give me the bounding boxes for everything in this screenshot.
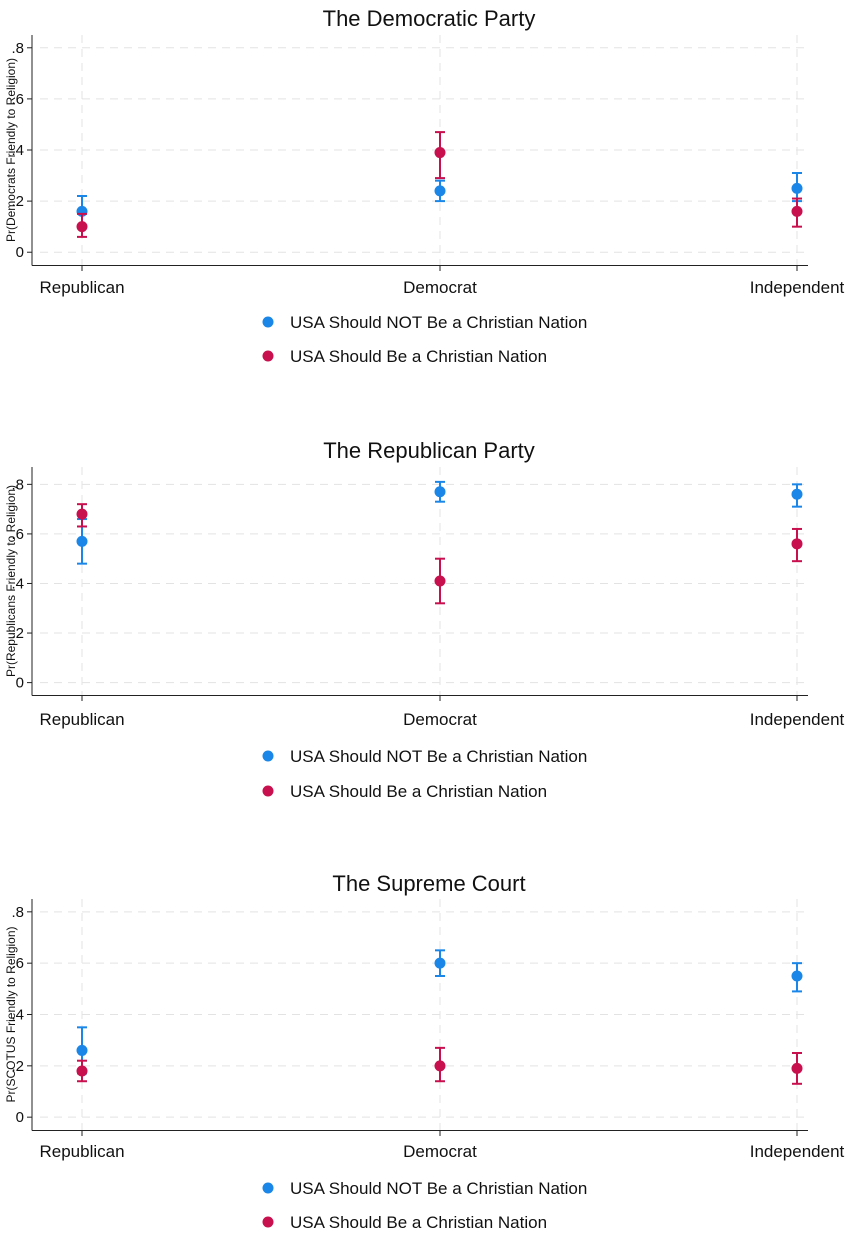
legend-label: USA Should Be a Christian Nation xyxy=(290,1213,547,1232)
legend-marker xyxy=(262,350,274,362)
y-tick-label: .6 xyxy=(11,526,24,543)
y-axis-label: Pr(Democrats Friendly to Religion) xyxy=(4,58,18,242)
legend-label: USA Should NOT Be a Christian Nation xyxy=(290,1179,587,1198)
data-point xyxy=(76,1065,88,1077)
data-point xyxy=(791,205,803,217)
legend-marker xyxy=(262,316,274,328)
data-point xyxy=(791,182,803,194)
data-point xyxy=(791,538,803,550)
y-tick-label: .4 xyxy=(11,142,24,159)
legend-marker xyxy=(262,1216,274,1228)
data-point xyxy=(434,147,446,159)
data-point xyxy=(76,535,88,547)
legend-label: USA Should NOT Be a Christian Nation xyxy=(290,313,587,332)
y-tick-label: .6 xyxy=(11,91,24,108)
data-point xyxy=(434,957,446,969)
data-point xyxy=(791,488,803,500)
y-tick-label: .4 xyxy=(11,575,24,592)
chart-panel-1: The Democratic Party Pr(Democrats Friendl… xyxy=(4,6,845,366)
series-2 xyxy=(76,131,803,238)
y-tick-label: .2 xyxy=(11,625,24,642)
data-point xyxy=(434,486,446,498)
chart-title: The Supreme Court xyxy=(332,871,525,896)
legend-marker xyxy=(262,785,274,797)
y-tick-label: .4 xyxy=(11,1007,24,1024)
x-tick-label: Democrat xyxy=(403,1142,477,1161)
chart-panel-2: The Republican Party Pr(Republicans Frien… xyxy=(4,438,845,801)
y-tick-label: 0 xyxy=(16,244,24,261)
data-point xyxy=(434,575,446,587)
chart-title: The Democratic Party xyxy=(323,6,536,31)
legend-marker xyxy=(262,1182,274,1194)
data-point xyxy=(791,970,803,982)
y-tick-label: .2 xyxy=(11,193,24,210)
y-tick-label: 0 xyxy=(16,1109,24,1126)
x-tick-label: Independent xyxy=(750,1142,845,1161)
x-tick-label: Republican xyxy=(39,710,124,729)
series-2 xyxy=(76,503,803,605)
x-tick-label: Independent xyxy=(750,278,845,297)
y-axis-label: Pr(SCOTUS Friendly to Religion) xyxy=(4,926,18,1102)
x-tick-label: Democrat xyxy=(403,710,477,729)
legend-label: USA Should NOT Be a Christian Nation xyxy=(290,747,587,766)
y-tick-label: 0 xyxy=(16,675,24,692)
legend-label: USA Should Be a Christian Nation xyxy=(290,347,547,366)
x-tick-label: Democrat xyxy=(403,278,477,297)
series-1 xyxy=(76,949,803,1075)
legend: USA Should NOT Be a Christian Nation USA … xyxy=(262,747,587,801)
data-point xyxy=(434,1060,446,1072)
data-point xyxy=(791,1062,803,1074)
data-point xyxy=(76,221,88,233)
legend: USA Should NOT Be a Christian Nation USA … xyxy=(262,313,587,366)
chart-panel-3: The Supreme Court Pr(SCOTUS Friendly to R… xyxy=(4,871,845,1232)
data-point xyxy=(76,1044,88,1056)
y-tick-label: .8 xyxy=(11,476,24,493)
chart-title: The Republican Party xyxy=(323,438,535,463)
y-tick-label: .2 xyxy=(11,1058,24,1075)
data-point xyxy=(434,185,446,197)
legend-marker xyxy=(262,750,274,762)
x-tick-label: Republican xyxy=(39,1142,124,1161)
y-tick-label: .8 xyxy=(11,40,24,57)
x-tick-label: Independent xyxy=(750,710,845,729)
data-point xyxy=(76,508,88,520)
x-tick-label: Republican xyxy=(39,278,124,297)
legend: USA Should NOT Be a Christian Nation USA … xyxy=(262,1179,587,1232)
series-2 xyxy=(76,1046,803,1085)
y-axis-label: Pr(Republicans Friendly to Religion) xyxy=(4,485,18,677)
y-tick-label: .8 xyxy=(11,904,24,921)
legend-label: USA Should Be a Christian Nation xyxy=(290,782,547,801)
y-tick-label: .6 xyxy=(11,955,24,972)
